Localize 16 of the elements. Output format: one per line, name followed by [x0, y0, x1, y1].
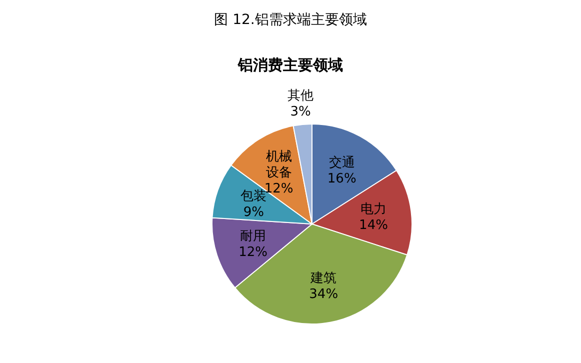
data-label: 16%	[327, 172, 356, 187]
slice-label: 包装	[240, 189, 267, 204]
slice-label: 建筑	[310, 270, 337, 286]
data-label: 12%	[264, 182, 294, 197]
slice-label: 交通	[328, 154, 355, 171]
data-label: 14%	[359, 218, 388, 234]
chart-title: 图 12.铝需求端主要领域	[214, 12, 367, 28]
slice-label: 其他	[288, 88, 314, 104]
slice-label: 电力	[360, 202, 387, 218]
slice-label: 机械设备	[266, 150, 292, 181]
data-label: 12%	[238, 245, 268, 260]
slice-label: 耐用	[240, 229, 266, 244]
chart-subtitle: 铝消费主要领域	[237, 56, 343, 74]
data-label: 34%	[309, 286, 338, 302]
data-label: 9%	[243, 205, 264, 220]
data-label: 3%	[290, 104, 311, 120]
